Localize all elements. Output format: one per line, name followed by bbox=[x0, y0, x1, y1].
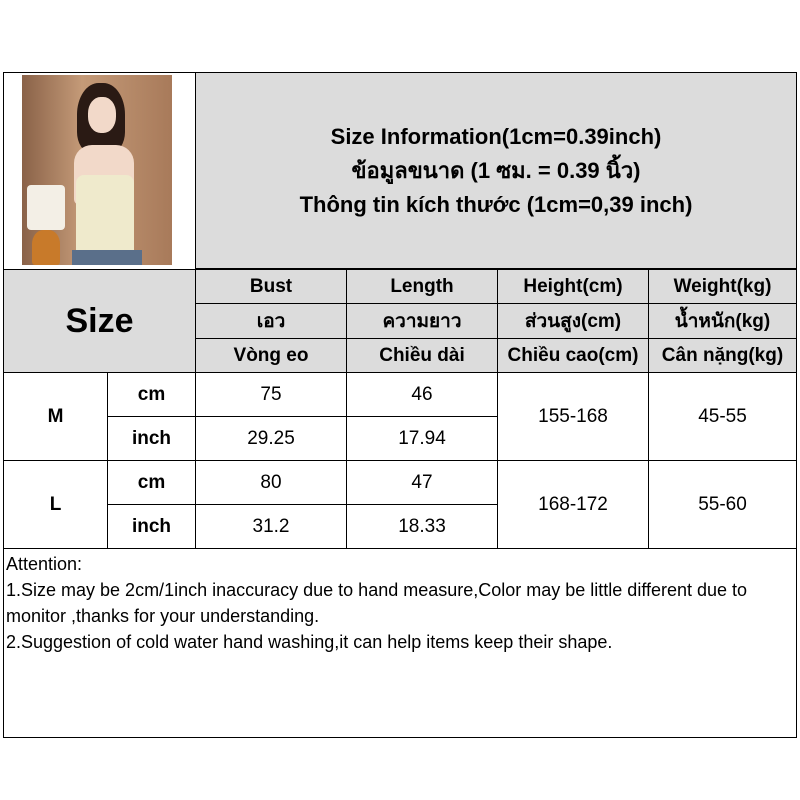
size-m-label: M bbox=[3, 372, 108, 461]
col-length-en: Length bbox=[346, 269, 498, 304]
l-height: 168-172 bbox=[497, 460, 649, 549]
m-bust-cm: 75 bbox=[195, 372, 347, 417]
col-length-th: ความยาว bbox=[346, 303, 498, 339]
l-bust-inch: 31.2 bbox=[195, 504, 347, 549]
size-header: Size bbox=[3, 269, 196, 373]
l-bust-cm: 80 bbox=[195, 460, 347, 505]
m-weight: 45-55 bbox=[648, 372, 797, 461]
m-cm-label: cm bbox=[107, 372, 196, 417]
size-info-title: Size Information(1cm=0.39inch) ข้อมูลขนา… bbox=[195, 72, 797, 269]
m-bust-inch: 29.25 bbox=[195, 416, 347, 461]
col-weight-th: น้ำหนัก(kg) bbox=[648, 303, 797, 339]
col-height-en: Height(cm) bbox=[497, 269, 649, 304]
title-thai: ข้อมูลขนาด (1 ซม. = 0.39 นิ้ว) bbox=[351, 157, 641, 183]
col-bust-vi: Vòng eo bbox=[195, 338, 347, 373]
product-photo bbox=[22, 75, 172, 265]
l-weight: 55-60 bbox=[648, 460, 797, 549]
l-inch-label: inch bbox=[107, 504, 196, 549]
l-length-inch: 18.33 bbox=[346, 504, 498, 549]
m-length-inch: 17.94 bbox=[346, 416, 498, 461]
l-length-cm: 47 bbox=[346, 460, 498, 505]
cami-top bbox=[76, 175, 134, 255]
lamp-shade bbox=[27, 185, 65, 230]
attention-heading: Attention: bbox=[6, 554, 83, 574]
attention-note-2: 2.Suggestion of cold water hand washing,… bbox=[6, 632, 613, 652]
l-cm-label: cm bbox=[107, 460, 196, 505]
m-length-cm: 46 bbox=[346, 372, 498, 417]
attention-note-1: 1.Size may be 2cm/1inch inaccuracy due t… bbox=[6, 580, 748, 626]
col-weight-en: Weight(kg) bbox=[648, 269, 797, 304]
size-l-label: L bbox=[3, 460, 108, 549]
m-height: 155-168 bbox=[497, 372, 649, 461]
col-length-vi: Chiều dài bbox=[346, 338, 498, 373]
m-inch-label: inch bbox=[107, 416, 196, 461]
col-bust-en: Bust bbox=[195, 269, 347, 304]
col-bust-th: เอว bbox=[195, 303, 347, 339]
col-height-th: ส่วนสูง(cm) bbox=[497, 303, 649, 339]
title-english: Size Information(1cm=0.39inch) bbox=[330, 123, 662, 149]
col-weight-vi: Cân nặng(kg) bbox=[648, 338, 797, 373]
title-vietnamese: Thông tin kích thước (1cm=0,39 inch) bbox=[299, 191, 693, 217]
col-height-vi: Chiều cao(cm) bbox=[497, 338, 649, 373]
face bbox=[88, 97, 116, 133]
attention-notes: Attention: 1.Size may be 2cm/1inch inacc… bbox=[3, 548, 797, 738]
